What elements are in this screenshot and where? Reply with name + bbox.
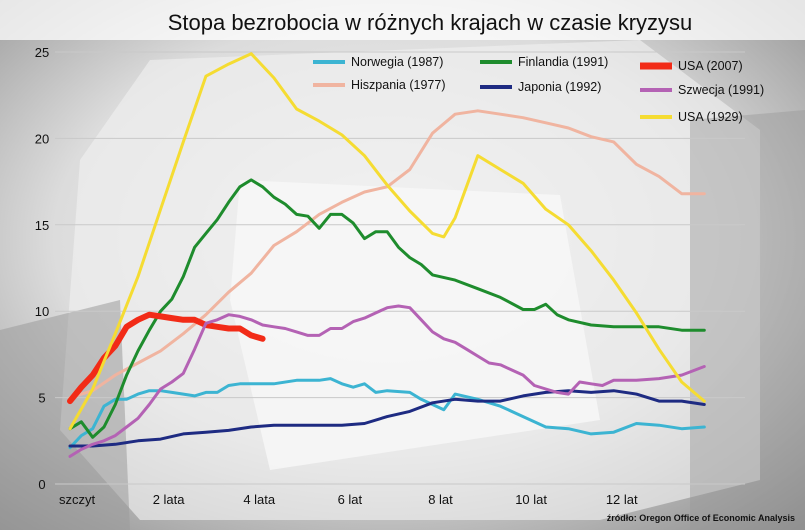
legend-item: Hiszpania (1977): [313, 78, 446, 92]
y-tick-label: 25: [35, 45, 49, 60]
series-line-usa-2007: [67, 311, 266, 405]
series-line-japonia-1992: [68, 389, 706, 448]
x-tick-label: 2 lata: [153, 492, 186, 507]
y-tick-label: 5: [38, 391, 45, 406]
x-tick-label: szczyt: [59, 492, 96, 507]
grid-lines: [55, 51, 745, 485]
series-line-norwegia-1987: [68, 377, 706, 450]
legend-item: Japonia (1992): [480, 80, 601, 94]
legend-label: Szwecja (1991): [678, 83, 764, 97]
x-tick-label: 4 lata: [243, 492, 276, 507]
x-tick-label: 6 lat: [338, 492, 363, 507]
legend-item: Szwecja (1991): [640, 83, 764, 97]
legend-label: Hiszpania (1977): [351, 78, 446, 92]
series-line-usa-1929: [68, 52, 706, 431]
y-tick-label: 10: [35, 304, 49, 319]
legend-item: Norwegia (1987): [313, 55, 443, 69]
y-tick-label: 20: [35, 131, 49, 146]
series-lines: [67, 52, 706, 458]
legend-label: Japonia (1992): [518, 80, 601, 94]
chart-source: źródło: Oregon Office of Economic Analys…: [607, 513, 795, 523]
legend-item: Finlandia (1991): [480, 55, 608, 69]
legend-item: USA (1929): [640, 110, 743, 124]
y-tick-label: 0: [38, 477, 45, 492]
x-tick-label: 10 lat: [515, 492, 547, 507]
legend-label: USA (1929): [678, 110, 743, 124]
legend-label: USA (2007): [678, 59, 743, 73]
chart-title: Stopa bezrobocia w różnych krajach w cza…: [168, 10, 693, 35]
legend-item: USA (2007): [640, 59, 743, 73]
legend: Norwegia (1987) Finlandia (1991) USA (2007…: [313, 55, 764, 124]
series-line-szwecja-1991: [68, 304, 706, 458]
x-axis-ticks: szczyt 2 lata 4 lata 6 lat 8 lat 10 lat 12 lat: [59, 492, 638, 507]
y-axis-ticks: 0 5 10 15 20 25: [35, 45, 49, 492]
x-tick-label: 12 lat: [606, 492, 638, 507]
x-tick-label: 8 lat: [428, 492, 453, 507]
y-tick-label: 15: [35, 218, 49, 233]
legend-label: Norwegia (1987): [351, 55, 443, 69]
legend-label: Finlandia (1991): [518, 55, 608, 69]
